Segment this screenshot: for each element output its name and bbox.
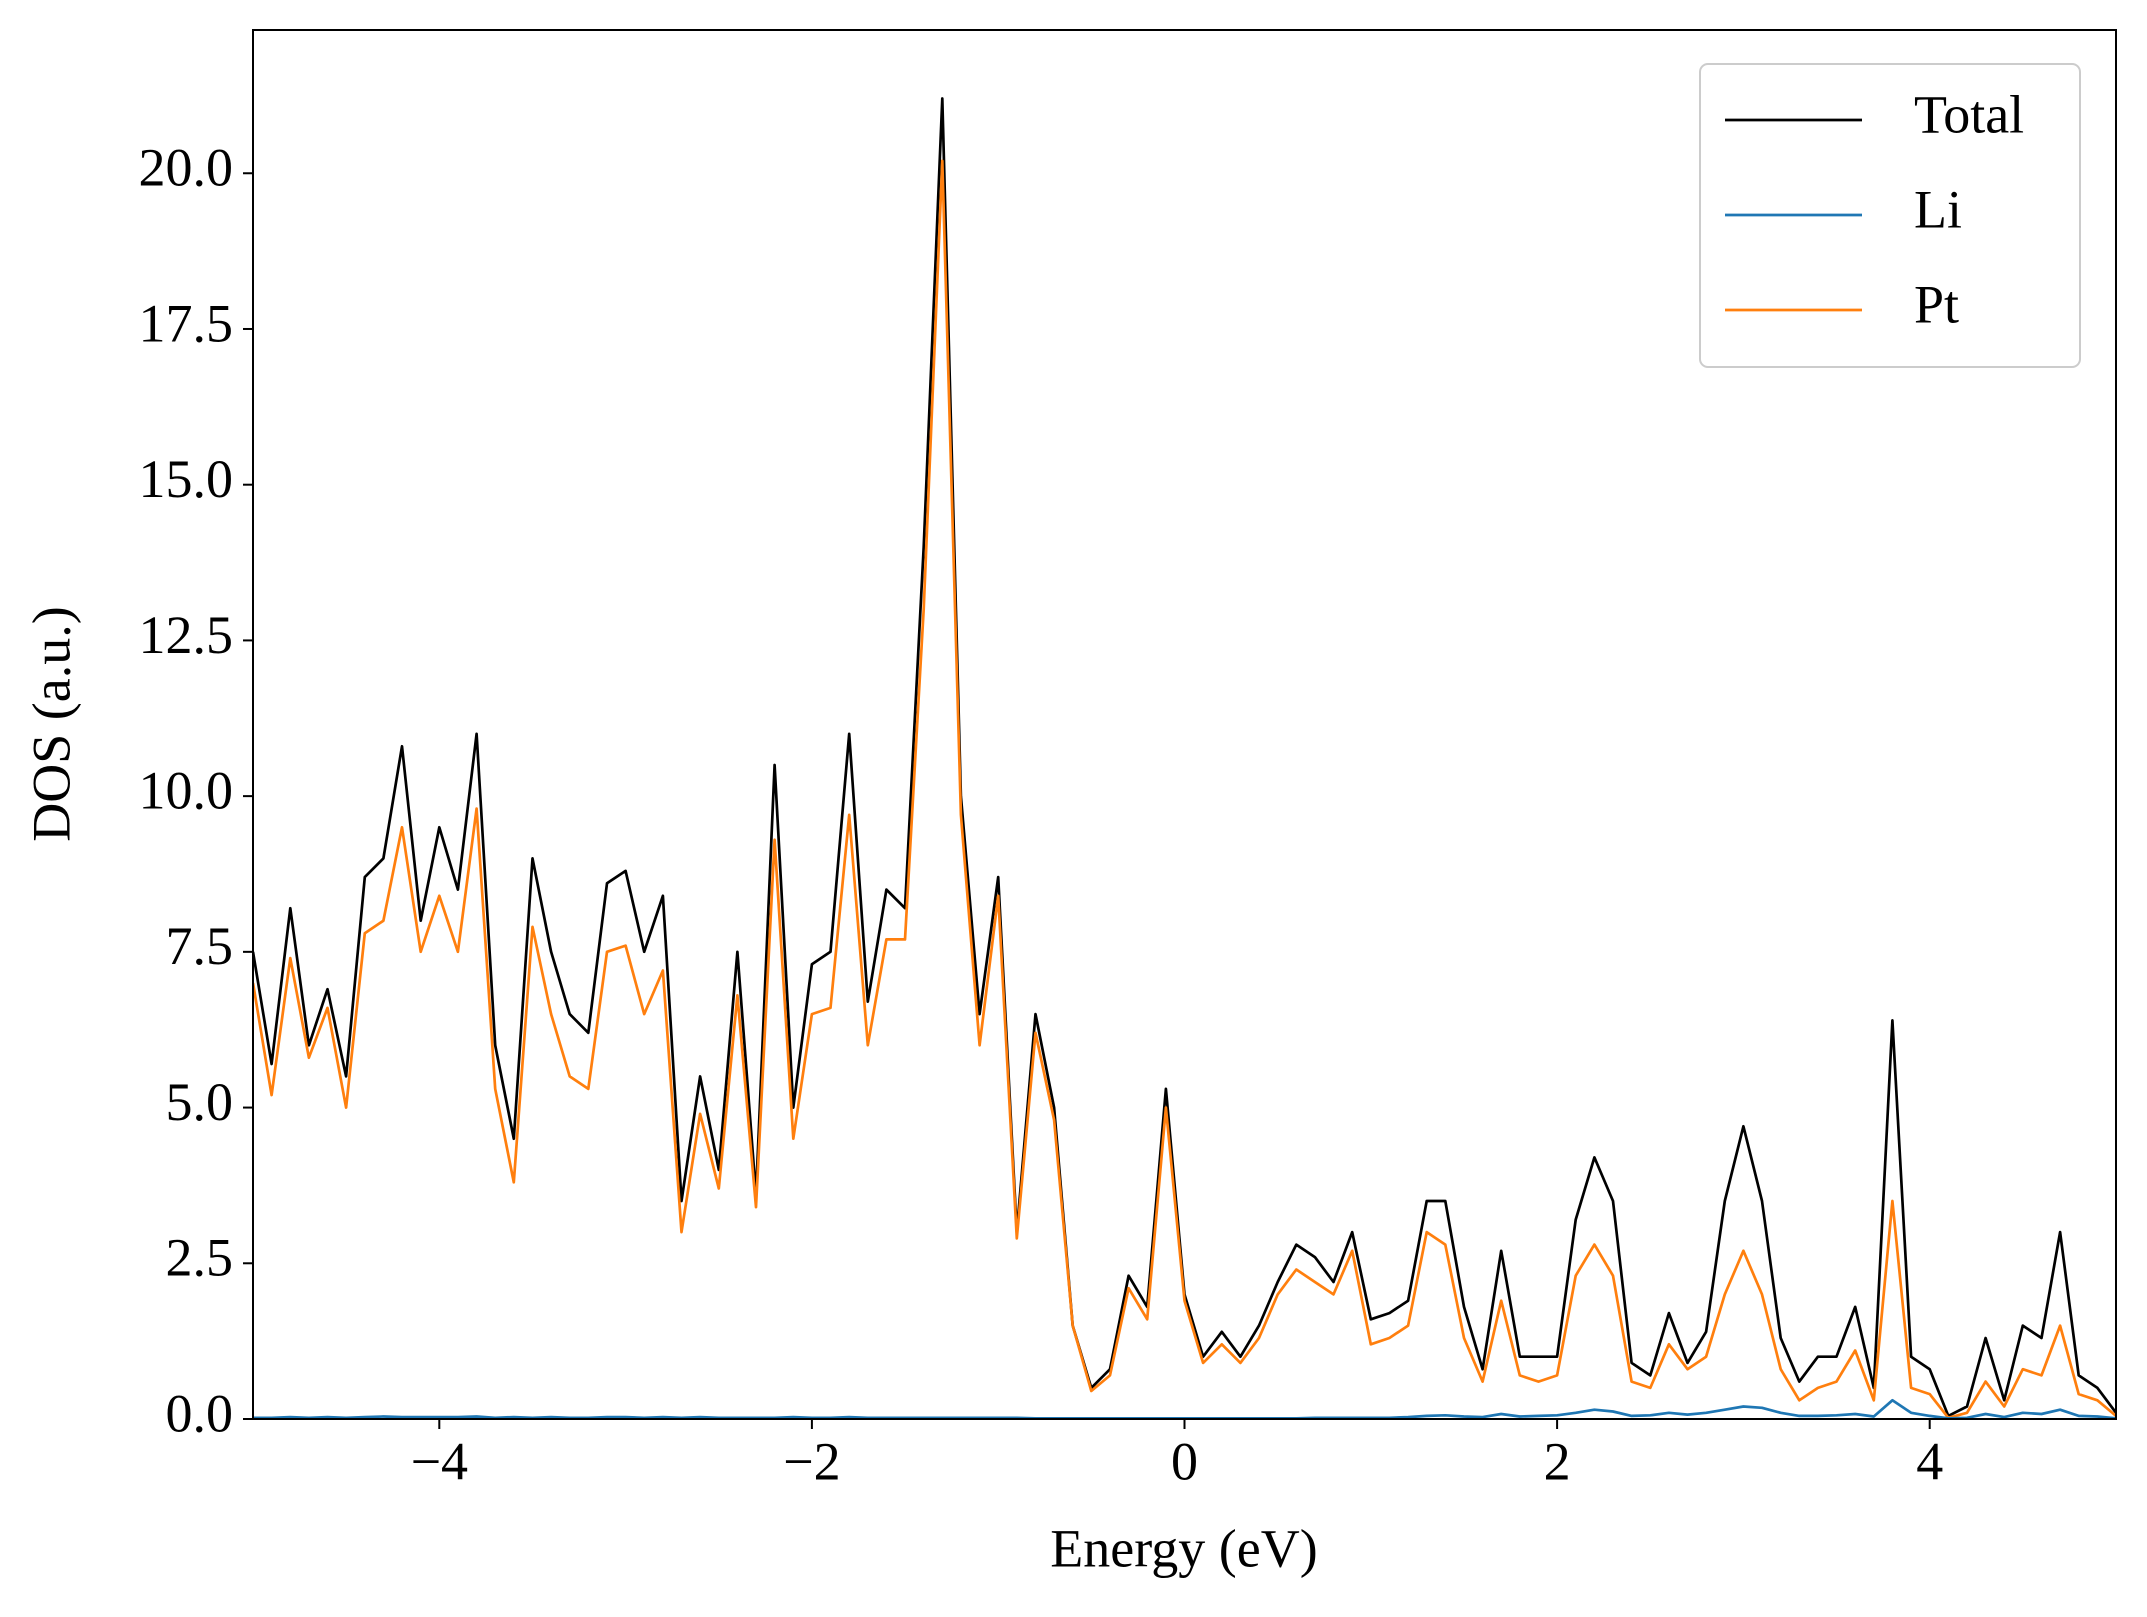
y-tick-label: 17.5: [139, 293, 234, 353]
y-tick-label: 0.0: [166, 1383, 234, 1443]
x-tick-label: 2: [1544, 1431, 1571, 1491]
y-tick-label: 20.0: [139, 138, 234, 198]
y-tick-label: 2.5: [166, 1228, 234, 1288]
plot-frame: [252, 29, 2117, 1420]
y-tick-label: 12.5: [139, 605, 234, 665]
y-tick-label: 15.0: [139, 449, 234, 509]
x-tick-label: −4: [411, 1431, 468, 1491]
series-line: [253, 159, 2116, 1419]
y-tick-label: 7.5: [166, 916, 234, 976]
legend-label: Pt: [1914, 274, 1959, 334]
y-axis-label: DOS (a.u.): [21, 606, 81, 841]
x-tick-label: 0: [1171, 1431, 1198, 1491]
legend-label: Li: [1914, 179, 1962, 239]
series-line: [253, 1398, 2116, 1419]
x-axis-label: Energy (eV): [1050, 1518, 1317, 1578]
y-tick-label: 5.0: [166, 1072, 234, 1132]
x-tick-label: −2: [783, 1431, 840, 1491]
legend-label: Total: [1914, 84, 2024, 144]
x-tick-label: 4: [1916, 1431, 1943, 1491]
legend-box: [1699, 63, 2081, 368]
y-tick-label: 10.0: [139, 761, 234, 821]
